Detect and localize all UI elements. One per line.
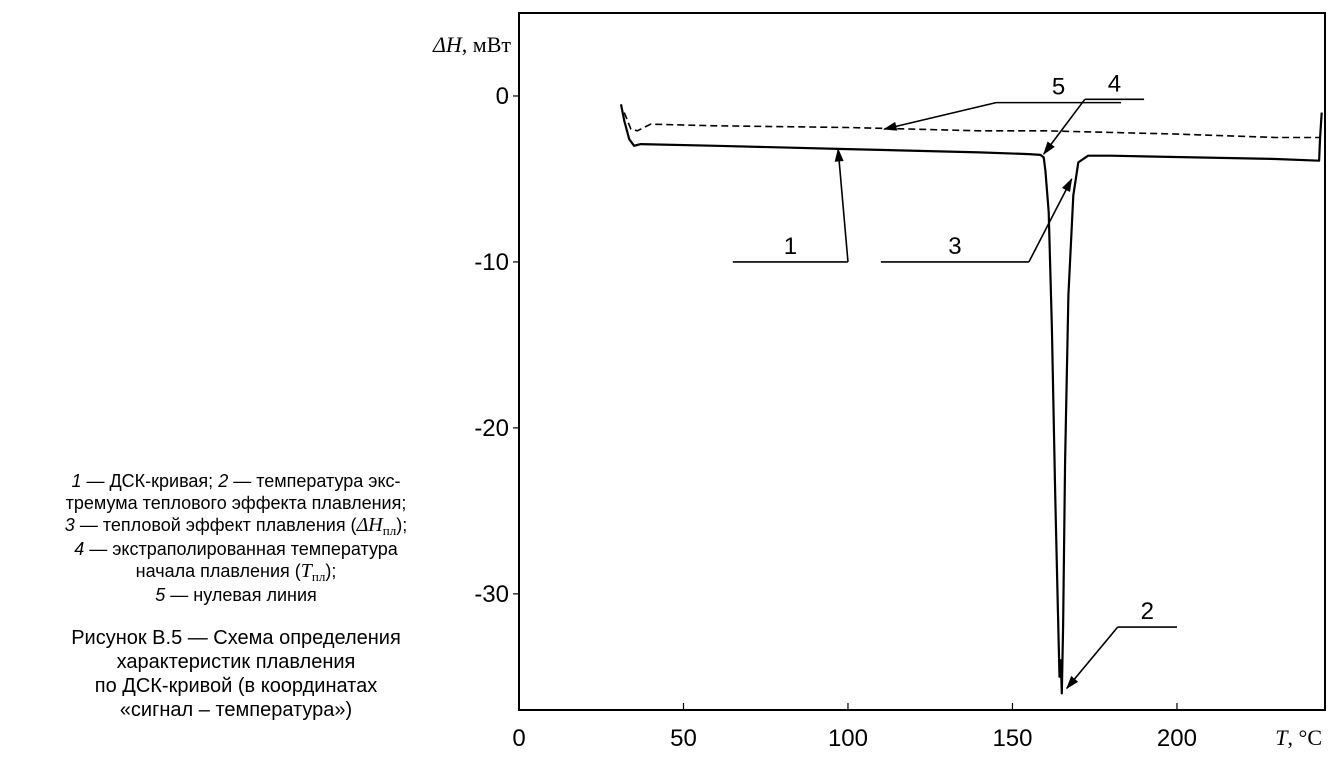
note-number: 4 xyxy=(74,539,85,559)
annotation-label: 1 xyxy=(784,233,797,260)
x-axis-label: T, °С xyxy=(1275,725,1322,750)
note-subscript: пл xyxy=(382,523,397,538)
x-axis-unit: , °С xyxy=(1288,725,1322,750)
note-symbol: T xyxy=(300,560,312,582)
y-tick-label: -20 xyxy=(474,415,509,442)
annotation-label: 2 xyxy=(1141,598,1154,625)
note-text: ); xyxy=(396,515,408,535)
caption-line: по ДСК-кривой (в координатах xyxy=(94,675,378,697)
x-tick-label: 100 xyxy=(828,725,868,752)
x-tick-label: 50 xyxy=(670,725,697,752)
y-axis-unit: , мВт xyxy=(462,32,512,57)
x-tick-label: 0 xyxy=(512,725,525,752)
note-line: начала плавления (Tпл); xyxy=(0,560,472,584)
note-number: 3 xyxy=(64,515,75,535)
annotation-label: 4 xyxy=(1108,70,1121,97)
note-line: 1 — ДСК-кривая; 2 — температура экс- xyxy=(0,470,472,492)
annotation-label: 3 xyxy=(948,233,961,260)
note-line: 3 — тепловой эффект плавления (ΔHпл); xyxy=(0,514,472,538)
x-tick-label: 200 xyxy=(1157,725,1197,752)
note-text: ); xyxy=(325,561,337,581)
y-axis-label: ΔH, мВт xyxy=(432,32,511,57)
note-text: — ДСК-кривая; xyxy=(81,471,219,491)
plot-frame xyxy=(518,12,1326,711)
x-axis-symbol: T xyxy=(1275,725,1289,750)
y-axis-symbol: ΔH xyxy=(432,32,463,57)
note-line: тремума теплового эффекта плавления; xyxy=(0,492,472,514)
legend-notes: 1 — ДСК-кривая; 2 — температура экс- тре… xyxy=(0,470,472,606)
annotation-arrow xyxy=(883,101,997,131)
note-subscript: пл xyxy=(311,569,326,584)
note-text: — экстраполированная температура xyxy=(84,539,398,559)
note-text: — температура экс- xyxy=(228,471,401,491)
caption-line: «сигнал – температура») xyxy=(119,699,353,721)
note-symbol: ΔH xyxy=(356,514,383,536)
annotation-arrow xyxy=(1043,98,1086,155)
x-tick-label: 150 xyxy=(992,725,1032,752)
caption-block: 1 — ДСК-кривая; 2 — температура экс- тре… xyxy=(0,470,472,722)
y-tick-label: -10 xyxy=(474,249,509,276)
y-tick-label: 0 xyxy=(496,83,509,110)
y-tick-label: -30 xyxy=(474,581,509,608)
caption-line: характеристик плавления xyxy=(116,651,356,673)
note-number: 2 xyxy=(218,471,229,491)
note-number: 5 xyxy=(155,585,166,605)
annotation-label: 5 xyxy=(1052,74,1065,101)
annotation-arrow xyxy=(834,147,849,262)
note-text: — нулевая линия xyxy=(165,585,317,605)
note-text: — тепловой эффект плавления ( xyxy=(74,515,357,535)
dsc-curve-series xyxy=(619,104,1323,695)
note-text: тремума теплового эффекта плавления; xyxy=(65,493,407,513)
figure-caption: Рисунок В.5 — Схема определения характер… xyxy=(0,626,472,722)
caption-line: Рисунок В.5 — Схема определения xyxy=(71,627,401,649)
note-line: 4 — экстраполированная температура xyxy=(0,538,472,560)
baseline-series xyxy=(623,112,1321,139)
annotation-arrow xyxy=(1028,177,1073,263)
note-number: 1 xyxy=(71,471,82,491)
annotation-arrow xyxy=(1066,626,1119,690)
note-line: 5 — нулевая линия xyxy=(0,584,472,606)
note-text: начала плавления ( xyxy=(135,561,301,581)
